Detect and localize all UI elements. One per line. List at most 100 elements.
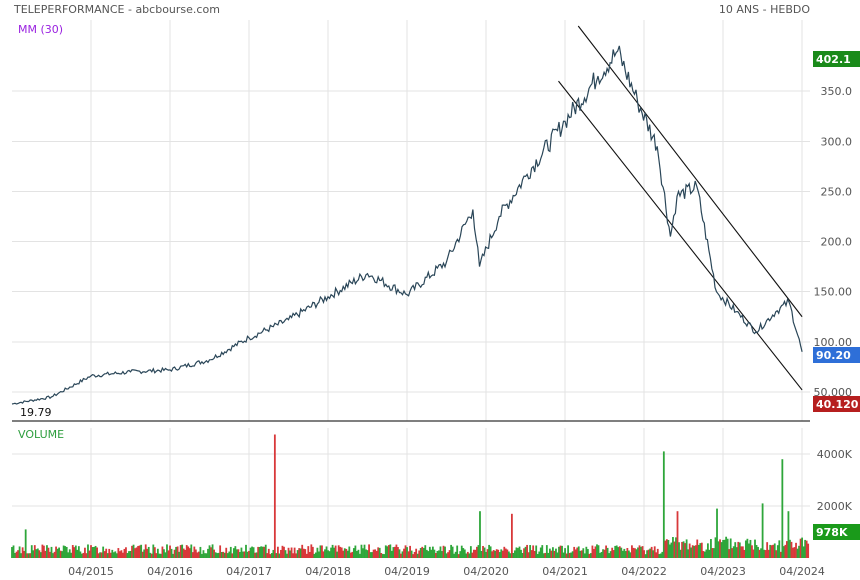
volume-bar	[743, 549, 746, 558]
volume-bar	[199, 546, 202, 558]
volume-bar	[779, 551, 782, 558]
volume-bar	[392, 547, 395, 558]
volume-bar	[573, 546, 576, 558]
volume-bar	[53, 551, 56, 558]
volume-bar	[372, 549, 375, 558]
volume-bar	[430, 549, 433, 558]
volume-bar	[804, 539, 807, 558]
volume-bar	[340, 547, 343, 558]
x-tick-label: 04/2015	[68, 565, 114, 578]
volume-bar	[235, 549, 238, 558]
volume-bar	[70, 552, 73, 558]
volume-y-tick-label: 4000K	[817, 448, 853, 461]
volume-bar	[448, 550, 451, 558]
x-tick-label: 04/2024	[779, 565, 825, 578]
volume-bar	[706, 543, 709, 558]
min-price-label: 19.79	[20, 406, 52, 419]
volume-bar	[782, 546, 785, 558]
volume-bar	[687, 549, 690, 558]
volume-bar	[308, 551, 311, 558]
volume-bar	[659, 553, 662, 558]
volume-bar	[17, 550, 19, 558]
volume-bar	[702, 551, 705, 558]
volume-bar	[661, 551, 664, 558]
volume-bar	[343, 548, 346, 558]
volume-bar	[160, 553, 162, 558]
volume-bar	[699, 543, 702, 558]
volume-bar	[129, 550, 132, 558]
volume-bar	[624, 551, 627, 558]
volume-bar	[667, 540, 670, 558]
volume-bar	[579, 550, 582, 558]
volume-bar	[717, 541, 720, 558]
volume-bar	[362, 548, 364, 558]
volume-bar	[413, 551, 416, 558]
volume-bar	[138, 545, 141, 558]
volume-bar	[140, 544, 143, 558]
volume-bar	[94, 545, 97, 558]
volume-bar	[798, 545, 800, 558]
volume-bar	[758, 549, 761, 558]
volume-bar	[264, 544, 267, 558]
volume-bar	[617, 547, 620, 558]
volume-bar	[164, 552, 167, 558]
volume-bar	[187, 546, 190, 558]
volume-bar	[170, 548, 173, 558]
volume-bar	[640, 546, 642, 558]
volume-bar	[158, 553, 161, 558]
volume-bar	[371, 552, 374, 558]
volume-bar	[435, 552, 437, 558]
volume-bar	[767, 549, 770, 558]
volume-bar	[339, 546, 342, 558]
volume-bar	[319, 545, 322, 558]
volume-bar	[720, 542, 723, 558]
volume-bar	[97, 553, 100, 558]
volume-bar	[418, 550, 421, 558]
volume-bar	[731, 548, 734, 558]
volume-bar	[292, 553, 294, 558]
volume-bar	[321, 545, 323, 558]
volume-bar	[365, 549, 367, 558]
volume-bar	[805, 540, 808, 558]
volume-bar	[621, 550, 624, 558]
volume-y-axis: 2000K 4000K	[817, 448, 853, 513]
volume-bar	[784, 544, 787, 558]
volume-bar	[137, 545, 140, 558]
volume-bar	[456, 545, 459, 558]
volume-bar	[210, 547, 212, 558]
volume-bar	[384, 545, 387, 558]
volume-bar	[535, 545, 538, 558]
volume-bar	[489, 546, 492, 558]
volume-bar	[583, 553, 586, 558]
volume-bar	[536, 553, 539, 558]
volume-bar	[261, 546, 264, 558]
volume-bar	[194, 549, 197, 558]
volume-bar	[732, 546, 735, 558]
volume-bar	[284, 550, 287, 558]
volume-bar	[114, 551, 117, 558]
volume-bar	[454, 551, 457, 558]
volume-bar	[504, 548, 507, 558]
x-tick-label: 04/2017	[226, 565, 272, 578]
volume-bar	[316, 547, 319, 558]
volume-bar	[530, 550, 533, 558]
volume-gridlines	[12, 428, 810, 558]
volume-bar	[293, 547, 296, 558]
volume-bar	[327, 550, 329, 558]
volume-bar	[807, 543, 810, 558]
volume-bar	[49, 551, 51, 558]
volume-bar	[342, 550, 345, 558]
x-tick-label: 04/2018	[305, 565, 351, 578]
volume-bar	[673, 541, 676, 558]
volume-bar	[518, 546, 521, 558]
volume-bar	[594, 546, 597, 558]
volume-bar	[582, 548, 585, 558]
volume-bar	[380, 553, 383, 558]
volume-bar	[330, 547, 332, 558]
volume-bar	[802, 546, 805, 558]
volume-bar	[679, 549, 682, 558]
volume-bar	[632, 547, 635, 558]
volume-bar	[389, 544, 392, 558]
volume-bar	[685, 539, 688, 558]
volume-bar	[172, 553, 174, 558]
